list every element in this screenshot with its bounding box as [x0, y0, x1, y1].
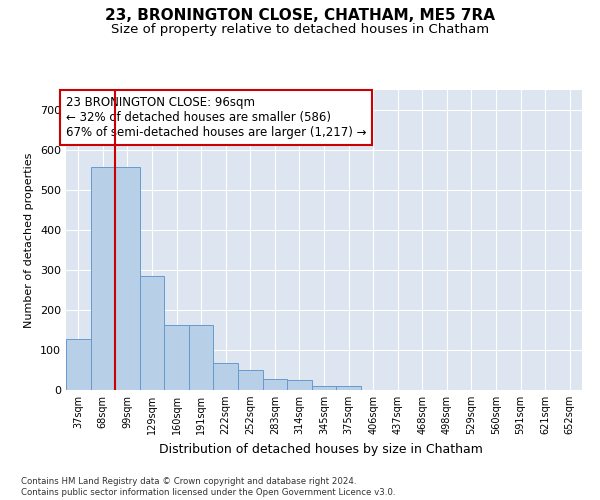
Text: 23, BRONINGTON CLOSE, CHATHAM, ME5 7RA: 23, BRONINGTON CLOSE, CHATHAM, ME5 7RA — [105, 8, 495, 22]
Y-axis label: Number of detached properties: Number of detached properties — [25, 152, 34, 328]
Bar — [312, 386, 336, 390]
Bar — [263, 379, 287, 390]
Bar — [140, 276, 164, 390]
Text: 23 BRONINGTON CLOSE: 96sqm
← 32% of detached houses are smaller (586)
67% of sem: 23 BRONINGTON CLOSE: 96sqm ← 32% of deta… — [66, 96, 367, 139]
Bar — [336, 386, 361, 390]
Bar — [214, 363, 238, 390]
Text: Size of property relative to detached houses in Chatham: Size of property relative to detached ho… — [111, 22, 489, 36]
Bar — [164, 325, 189, 390]
Bar — [189, 325, 214, 390]
Bar — [287, 380, 312, 390]
Bar — [91, 167, 115, 390]
Bar — [238, 370, 263, 390]
Text: Distribution of detached houses by size in Chatham: Distribution of detached houses by size … — [159, 442, 483, 456]
Bar — [115, 167, 140, 390]
Bar — [66, 339, 91, 390]
Text: Contains HM Land Registry data © Crown copyright and database right 2024.
Contai: Contains HM Land Registry data © Crown c… — [21, 478, 395, 497]
